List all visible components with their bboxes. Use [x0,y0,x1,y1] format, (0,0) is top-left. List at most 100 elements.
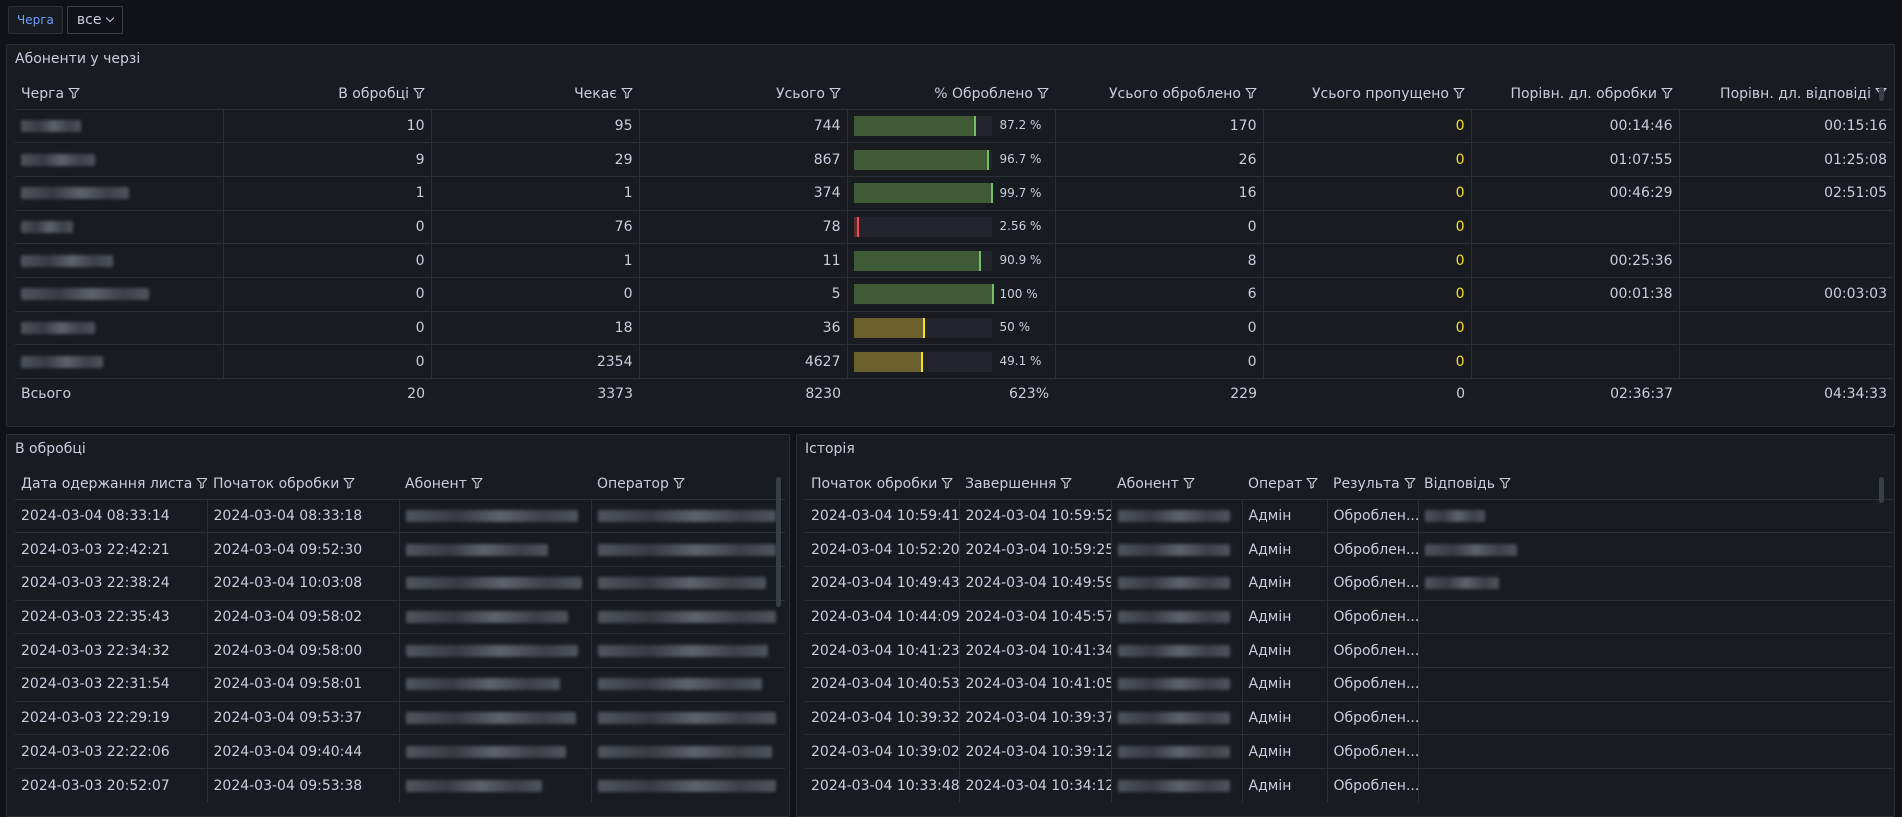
footer-in-proc: 20 [223,378,431,409]
processing_panel-header-3[interactable]: Оператор [591,469,785,499]
start-date-cell: 2024-03-04 09:52:30 [207,532,400,567]
operator-cell: Адмін [1242,565,1328,601]
subscriber-redacted [399,633,592,668]
processing-scrollbar[interactable] [776,477,781,607]
redacted-text [597,509,776,522]
queue-variable-select[interactable]: все [66,6,124,34]
answer-cell [1418,666,1893,702]
processing_panel-header-1[interactable]: Початок обробки [207,469,399,499]
operator-cell: Адмін [1242,633,1328,668]
pct-gauge-cell: 2.56 % [847,209,1056,244]
queue_panel-header-5[interactable]: Усього оброблено [1055,79,1263,109]
pct-gauge-cell: 100 % [847,276,1056,312]
queue_panel-header-6[interactable]: Усього пропущено [1263,79,1471,109]
redacted-text [405,779,542,792]
operator-redacted [591,498,785,533]
result-cell: Оброблен... [1327,768,1419,803]
processing_panel-header-0[interactable]: Дата одержання листа [15,469,207,499]
redacted-text [21,153,95,166]
filter-icon[interactable] [196,477,207,489]
pct-gauge-cell: 90.9 % [847,243,1056,278]
history-panel-title: Історія [805,441,855,457]
footer-total: 8230 [639,378,847,409]
pct-gauge-label: 90.9 % [999,253,1042,268]
filter-icon[interactable] [1499,477,1511,489]
subscriber-redacted [399,666,592,702]
filter-icon[interactable] [68,87,80,99]
avg-resp-cell: 01:25:08 [1679,142,1893,177]
filter-icon[interactable] [621,87,633,99]
result-cell: Оброблен... [1327,599,1419,634]
filter-icon[interactable] [673,477,685,489]
filter-icon[interactable] [1060,477,1073,489]
history_panel-header-2[interactable]: Абонент [1111,469,1242,499]
filter-icon[interactable] [1037,87,1049,99]
queue_panel-header-label: Усього пропущено [1312,85,1449,102]
avg-resp-cell [1679,344,1893,379]
pct-gauge: 87.2 % [853,110,1049,142]
queue-panel: Абоненти у черзі Черга В обробці Чекає Усьо… [6,44,1895,427]
filter-icon[interactable] [1453,87,1465,99]
queue_panel-header-4[interactable]: % Оброблено [847,79,1055,109]
filter-icon[interactable] [471,477,483,489]
history-scrollbar[interactable] [1879,477,1884,503]
subscriber-redacted [1111,599,1243,634]
processing-row: 2024-03-03 22:35:43 2024-03-04 09:58:02 [15,599,785,634]
history_panel-header-4[interactable]: Результа [1327,469,1418,499]
queue_panel-header-7[interactable]: Порівн. дл. обробки [1471,79,1679,109]
processed-cell: 8 [1055,243,1264,278]
processing-panel-title: В обробці [15,441,86,457]
history_panel-header-0[interactable]: Початок обробки [805,469,959,499]
processing_panel-header-2[interactable]: Абонент [399,469,591,499]
redacted-text [405,678,560,691]
subscriber-redacted [399,734,592,769]
pct-gauge: 99.7 % [853,177,1049,209]
queue-table: Черга В обробці Чекає Усього % Оброблено Усьо… [15,79,1893,409]
start-date-cell: 2024-03-04 09:40:44 [207,734,400,769]
queue_panel-header-3[interactable]: Усього [639,79,847,109]
history_panel-header-1[interactable]: Завершення [959,469,1111,499]
filter-icon[interactable] [1661,87,1673,99]
total-cell: 867 [639,142,848,177]
pct-gauge: 100 % [853,278,1049,310]
history_panel-header-3[interactable]: Операт [1242,469,1327,499]
end-cell: 2024-03-04 10:59:25 [959,532,1112,567]
skipped-cell: 0 [1263,310,1472,345]
history_panel-header-label: Абонент [1117,475,1179,492]
queue_panel-header-label: Порівн. дл. обробки [1510,85,1657,102]
filter-icon[interactable] [941,477,953,489]
queue_panel-header-8[interactable]: Порівн. дл. відповіді [1679,79,1893,109]
pct-gauge-fill [853,317,925,338]
filter-icon[interactable] [1404,477,1416,489]
queue-variable-label: Черга [8,6,63,34]
history-row: 2024-03-04 10:52:20 2024-03-04 10:59:25 Ад… [805,532,1893,567]
processed-cell: 0 [1055,209,1264,244]
in-proc-cell: 1 [223,175,432,211]
redacted-text [597,610,776,623]
redacted-text [597,711,776,724]
filter-icon[interactable] [1245,87,1257,99]
history_panel-header-5[interactable]: Відповідь [1418,469,1893,499]
total-cell: 11 [639,243,848,278]
filter-icon[interactable] [1183,477,1195,489]
filter-icon[interactable] [413,87,425,99]
history-row: 2024-03-04 10:40:53 2024-03-04 10:41:05 Ад… [805,666,1893,702]
avg-proc-cell [1471,209,1680,244]
history-row: 2024-03-04 10:39:02 2024-03-04 10:39:12 Ад… [805,734,1893,769]
footer-pct: 623% [847,378,1055,409]
queue_panel-header-2[interactable]: Чекає [431,79,639,109]
pct-gauge-bar [853,284,994,305]
filter-icon[interactable] [829,87,841,99]
redacted-text [1117,678,1230,691]
pct-gauge: 2.56 % [853,211,1049,243]
queue-scrollbar[interactable] [1879,87,1884,101]
redacted-text [1117,509,1230,522]
queue_panel-header-0[interactable]: Черга [15,79,223,109]
variable-bar: Черга все [8,6,124,34]
processing_panel-header-label: Дата одержання листа [21,475,193,492]
queue_panel-header-1[interactable]: В обробці [223,79,431,109]
filter-icon[interactable] [343,477,355,489]
queue-variable-value: все [76,12,102,28]
filter-icon[interactable] [1306,477,1318,489]
operator-cell: Адмін [1242,700,1328,735]
